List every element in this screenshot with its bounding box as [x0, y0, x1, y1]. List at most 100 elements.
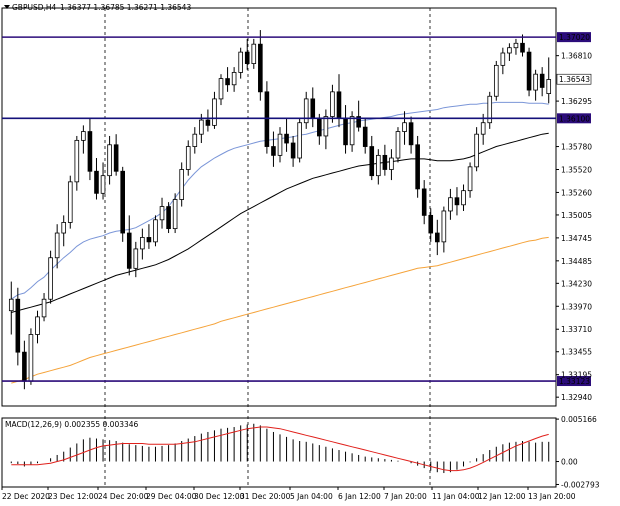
bull-candle: [199, 119, 204, 135]
bear-candle: [310, 98, 316, 119]
macd-pane-frame: [1, 417, 557, 488]
moving-average-200: [11, 236, 549, 384]
bull-candle: [448, 197, 453, 212]
bull-candle: [303, 98, 309, 124]
bull-candle: [500, 52, 506, 66]
bull-candle: [323, 116, 329, 137]
price-tick-label: 1.34745: [561, 234, 592, 243]
level-label-2: 1.33123: [559, 377, 590, 386]
bull-candle: [461, 190, 466, 206]
bear-candle: [146, 237, 152, 243]
bull-candle: [474, 133, 479, 168]
time-tick-label: 11 Jan 04:00: [432, 492, 480, 501]
time-tick-label: 6 Jan 12:00: [338, 492, 381, 501]
bull-candle: [238, 51, 243, 73]
level-label-bg-1: [557, 113, 591, 124]
bull-candle: [533, 73, 538, 91]
price-tick-label: 1.33710: [561, 325, 592, 334]
bear-candle: [539, 73, 545, 88]
bull-candle: [54, 232, 60, 259]
price-tick-label: 1.35005: [561, 211, 592, 220]
bull-candle: [467, 166, 473, 192]
price-tick-label: 1.34230: [561, 279, 592, 288]
bull-candle: [100, 175, 106, 194]
price-tick-label: 1.35260: [561, 188, 592, 197]
bull-candle: [133, 248, 139, 269]
bear-candle: [421, 188, 427, 216]
bull-candle: [389, 157, 394, 170]
price-tick-label: 1.33195: [561, 371, 592, 380]
price-tick-label: 1.34485: [561, 257, 592, 266]
bull-candle: [402, 122, 407, 132]
macd-tick-label: -0.002793: [561, 480, 600, 489]
bull-candle: [376, 154, 381, 177]
bull-candle: [74, 139, 80, 183]
bull-candle: [251, 43, 257, 64]
bull-candle: [277, 133, 283, 156]
bull-candle: [480, 122, 486, 135]
bear-candle: [362, 126, 368, 147]
bear-candle: [244, 51, 250, 64]
bear-candle: [205, 119, 211, 126]
bear-candle: [22, 351, 27, 382]
level-label-bg-0: [557, 32, 591, 43]
bull-candle: [81, 131, 86, 141]
bear-candle: [264, 91, 270, 147]
macd-tick-label: 0.005166: [561, 415, 597, 424]
bear-candle: [526, 51, 532, 91]
bear-candle: [428, 214, 434, 234]
bear-candle: [166, 206, 171, 230]
bull-candle: [546, 79, 552, 95]
bear-candle: [126, 232, 132, 269]
bull-candle: [107, 144, 112, 177]
time-tick-label: 24 Dec 20:00: [98, 492, 149, 501]
bear-candle: [454, 197, 460, 206]
bull-candle: [441, 210, 447, 243]
bull-candle: [212, 98, 217, 126]
bull-candle: [179, 169, 184, 200]
bull-candle: [41, 298, 47, 318]
time-tick-label: 7 Jan 20:00: [384, 492, 427, 501]
bear-candle: [317, 117, 322, 137]
bear-candle: [120, 170, 125, 234]
bull-candle: [185, 146, 191, 170]
bull-candle: [493, 64, 499, 97]
level-label-0: 1.37020: [559, 33, 590, 42]
bull-candle: [487, 95, 493, 124]
bear-candle: [271, 146, 276, 156]
time-tick-label: 29 Dec 04:00: [146, 492, 197, 501]
price-tick-label: 1.33970: [561, 302, 592, 311]
time-tick-label: 31 Dec 20:00: [240, 492, 291, 501]
bear-candle: [520, 42, 525, 53]
bull-candle: [513, 42, 519, 49]
bull-candle: [153, 219, 158, 243]
macd-label: MACD(12,26,9) 0.002355 0.003346: [5, 420, 139, 429]
bull-candle: [192, 133, 198, 147]
bear-candle: [15, 298, 21, 353]
bull-candle: [28, 334, 34, 382]
time-tick-label: 12 Jan 12:00: [478, 492, 526, 501]
bear-candle: [258, 43, 263, 93]
bear-candle: [336, 91, 342, 119]
bull-candle: [67, 181, 73, 223]
price-pane-frame: [1, 7, 557, 407]
bull-candle: [330, 91, 335, 117]
bear-candle: [415, 144, 420, 190]
time-tick-label: 22 Dec 2020: [2, 492, 50, 501]
price-tick-label: 1.36810: [561, 52, 592, 61]
price-tick-label: 1.33455: [561, 348, 592, 357]
time-tick-label: 5 Jan 04:00: [290, 492, 333, 501]
bull-candle: [172, 199, 178, 230]
bull-candle: [140, 237, 145, 250]
moving-average-100: [11, 132, 549, 313]
bull-candle: [61, 222, 67, 234]
triangle-down-icon: [4, 5, 10, 9]
bear-candle: [113, 144, 119, 172]
macd-signal-line: [11, 426, 549, 472]
bear-candle: [343, 117, 348, 146]
price-tick-label: 1.36295: [561, 97, 592, 106]
bull-candle: [35, 316, 40, 335]
bull-candle: [507, 47, 512, 54]
symbol-label: GBPUSD,H4: [12, 3, 57, 12]
